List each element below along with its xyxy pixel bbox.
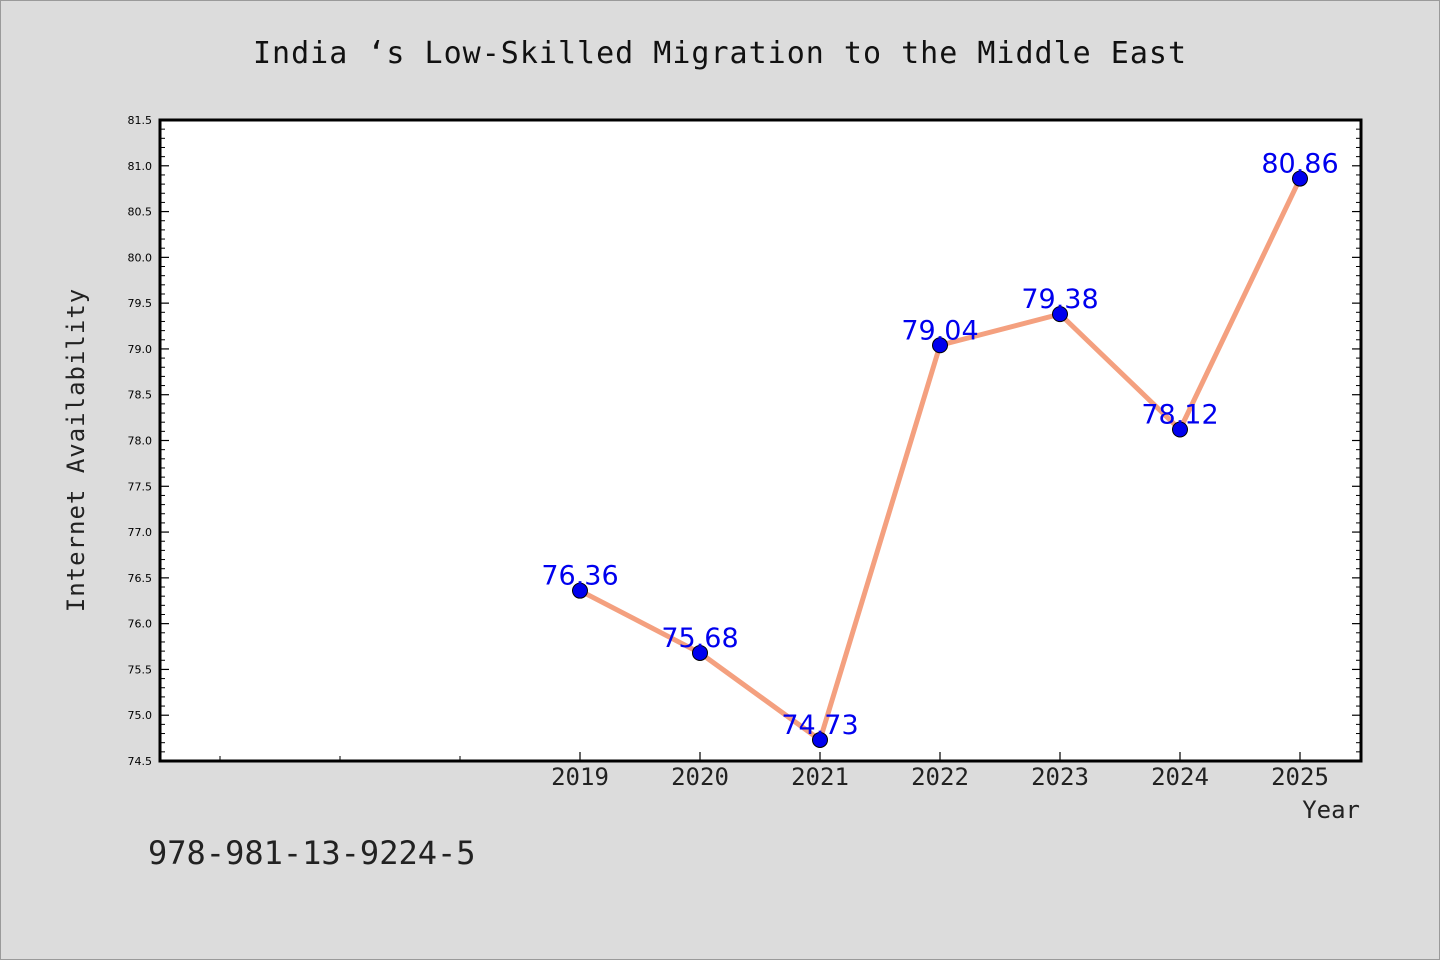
y-tick-label: 78.0	[128, 435, 153, 448]
x-axis-label: Year	[1302, 796, 1360, 824]
data-labels: 76.36 75.68 74.73 79.04 79.38 78.12 80.86	[541, 149, 1338, 741]
y-tick-label: 78.5	[128, 389, 153, 402]
data-point	[932, 337, 948, 354]
x-tick-label: 2025	[1271, 763, 1329, 791]
y-tick-label: 74.5	[128, 755, 153, 768]
data-label: 76.36	[541, 561, 618, 592]
y-tick-label: 79.0	[128, 343, 153, 356]
y-tick-label: 81.5	[128, 114, 153, 127]
y-axis-ticks: 74.5 75.0 75.5 76.0 76.5 77.0 77.5 78.0 78.5 79.0…	[128, 114, 1361, 768]
y-tick-label: 80.5	[128, 206, 153, 219]
data-label: 80.86	[1261, 149, 1338, 180]
y-tick-label: 75.5	[128, 663, 153, 676]
y-tick-label: 77.5	[128, 480, 153, 493]
data-point	[812, 731, 828, 748]
x-tick-label: 2023	[1031, 763, 1089, 791]
plot-area	[158, 118, 1363, 763]
y-tick-label: 81.0	[128, 160, 153, 173]
y-tick-label: 76.0	[128, 618, 153, 631]
y-tick-label: 80.0	[128, 251, 153, 264]
data-point	[1292, 170, 1308, 187]
data-label: 75.68	[661, 623, 738, 654]
y-tick-label: 77.0	[128, 526, 153, 539]
data-label: 78.12	[1141, 400, 1218, 431]
data-label: 79.38	[1021, 284, 1098, 315]
chart-title: India ‘s Low-Skilled Migration to the Mi…	[252, 36, 1187, 71]
data-point	[692, 644, 708, 661]
data-label: 74.73	[781, 710, 858, 741]
y-tick-label: 79.5	[128, 297, 153, 310]
x-tick-label: 2020	[671, 763, 729, 791]
y-tick-label: 75.0	[128, 709, 153, 722]
data-markers	[572, 170, 1308, 748]
data-label: 79.04	[901, 315, 978, 346]
y-tick-label: 76.5	[128, 572, 153, 585]
x-tick-label: 2024	[1151, 763, 1209, 791]
data-point	[572, 582, 588, 599]
data-point	[1172, 421, 1188, 438]
x-tick-label: 2021	[791, 763, 849, 791]
x-tick-label: 2022	[911, 763, 969, 791]
x-tick-label: 2019	[551, 763, 609, 791]
data-point	[1052, 306, 1068, 323]
footer-code: 978-981-13-9224-5	[148, 834, 476, 872]
x-axis-ticks: 2019 2020 2021 2022 2023 2024 2025	[219, 752, 1329, 791]
